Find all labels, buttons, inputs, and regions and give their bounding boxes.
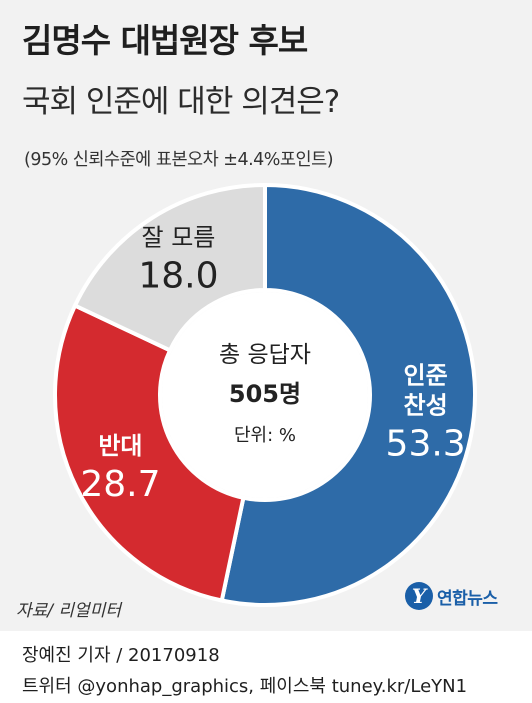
donut-hole xyxy=(162,292,368,498)
center-label: 총 응답자 xyxy=(219,342,311,368)
slice-unsure xyxy=(72,182,267,353)
center-count: 505명 xyxy=(229,380,301,408)
chart-subtitle: 국회 인준에 대한 의견은? xyxy=(22,84,340,120)
slice-approve xyxy=(219,182,477,607)
chart-title: 김명수 대법원장 후보 xyxy=(22,21,308,60)
center-unit: 단위: % xyxy=(234,425,296,446)
infographic-card: 김명수 대법원장 후보 국회 인준에 대한 의견은? (95% 신뢰수준에 표본… xyxy=(0,0,532,631)
reporter-credit: 장예진 기자 / 20170918 xyxy=(22,645,220,666)
margin-of-error-note: (95% 신뢰수준에 표본오차 ±4.4%포인트) xyxy=(24,150,334,170)
slice-name-unsure: 잘 모름 xyxy=(142,224,216,252)
yonhap-logo-icon: Y xyxy=(405,582,433,610)
slice-name-approve: 찬성 xyxy=(404,392,448,420)
source-note: 자료/ 리얼미터 xyxy=(16,601,121,621)
yonhap-logo: Y 연합뉴스 xyxy=(405,582,498,610)
yonhap-logo-text: 연합뉴스 xyxy=(437,588,498,609)
slice-value-oppose: 28.7 xyxy=(80,464,160,505)
center-text: 총 응답자 505명 단위: % xyxy=(219,342,311,446)
slice-name-approve: 인준 xyxy=(404,362,448,390)
slice-name-oppose: 반대 xyxy=(98,432,142,460)
slice-oppose xyxy=(53,302,246,603)
slice-value-unsure: 18.0 xyxy=(138,256,218,297)
social-credit: 트위터 @yonhap_graphics, 페이스북 tuney.kr/LeYN… xyxy=(22,676,468,697)
slice-value-approve: 53.3 xyxy=(386,424,466,465)
donut-slices xyxy=(53,182,477,607)
